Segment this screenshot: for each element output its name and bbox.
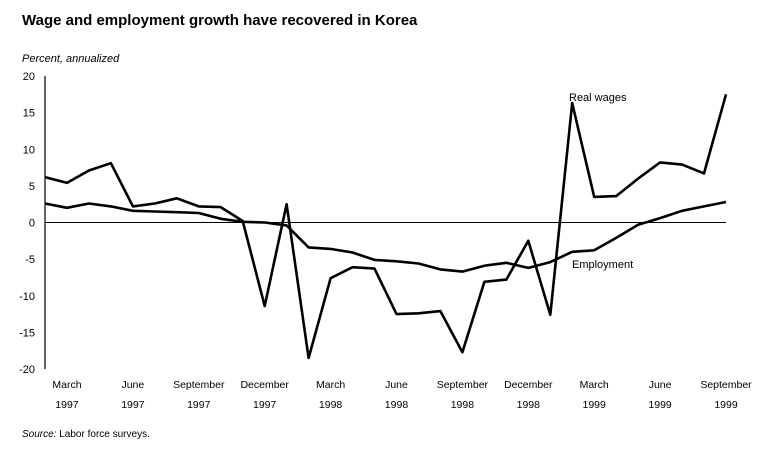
- x-tick-year-label: 1998: [451, 399, 475, 411]
- series-line-employment: [44, 200, 727, 273]
- source-note: Source: Labor force surveys.: [22, 429, 150, 440]
- source-label: Source:: [22, 429, 57, 440]
- x-tick-year-label: 1998: [385, 399, 409, 411]
- series-label-real-wages: Real wages: [569, 92, 627, 104]
- series-label-employment: Employment: [572, 259, 633, 271]
- x-tick-label: September: [700, 379, 752, 391]
- chart-title: Wage and employment growth have recovere…: [22, 12, 418, 29]
- x-tick-year-label: 1999: [648, 399, 672, 411]
- x-tick-year-label: 1997: [55, 399, 79, 411]
- x-tick-label: March: [580, 379, 609, 391]
- y-tick-label: 15: [23, 108, 35, 120]
- x-tick-label: June: [121, 379, 144, 391]
- y-tick-label: 20: [23, 71, 35, 83]
- y-tick-label: -20: [19, 364, 35, 376]
- x-tick-label: March: [52, 379, 81, 391]
- x-tick-label: March: [316, 379, 345, 391]
- x-tick-year-label: 1997: [121, 399, 145, 411]
- source-text: Labor force surveys.: [59, 429, 150, 440]
- series-line-real-wages: [44, 93, 728, 360]
- x-tick-label: September: [173, 379, 225, 391]
- x-tick-year-label: 1997: [253, 399, 277, 411]
- y-tick-label: 0: [29, 218, 35, 230]
- x-tick-year-label: 1997: [187, 399, 211, 411]
- y-axis-label: Percent, annualized: [22, 53, 120, 65]
- y-tick-label: -10: [19, 291, 35, 303]
- x-tick-label: December: [240, 379, 289, 391]
- x-tick-year-label: 1999: [583, 399, 607, 411]
- x-tick-label: September: [437, 379, 489, 391]
- x-tick-label: June: [649, 379, 672, 391]
- x-tick-label: June: [385, 379, 408, 391]
- x-tick-year-label: 1999: [714, 399, 738, 411]
- y-tick-label: 5: [29, 181, 35, 193]
- x-tick-label: December: [504, 379, 553, 391]
- x-tick-year-label: 1998: [319, 399, 343, 411]
- x-tick-year-label: 1998: [517, 399, 541, 411]
- y-tick-label: -5: [25, 254, 35, 266]
- y-tick-label: 10: [23, 144, 35, 156]
- y-tick-label: -15: [19, 327, 35, 339]
